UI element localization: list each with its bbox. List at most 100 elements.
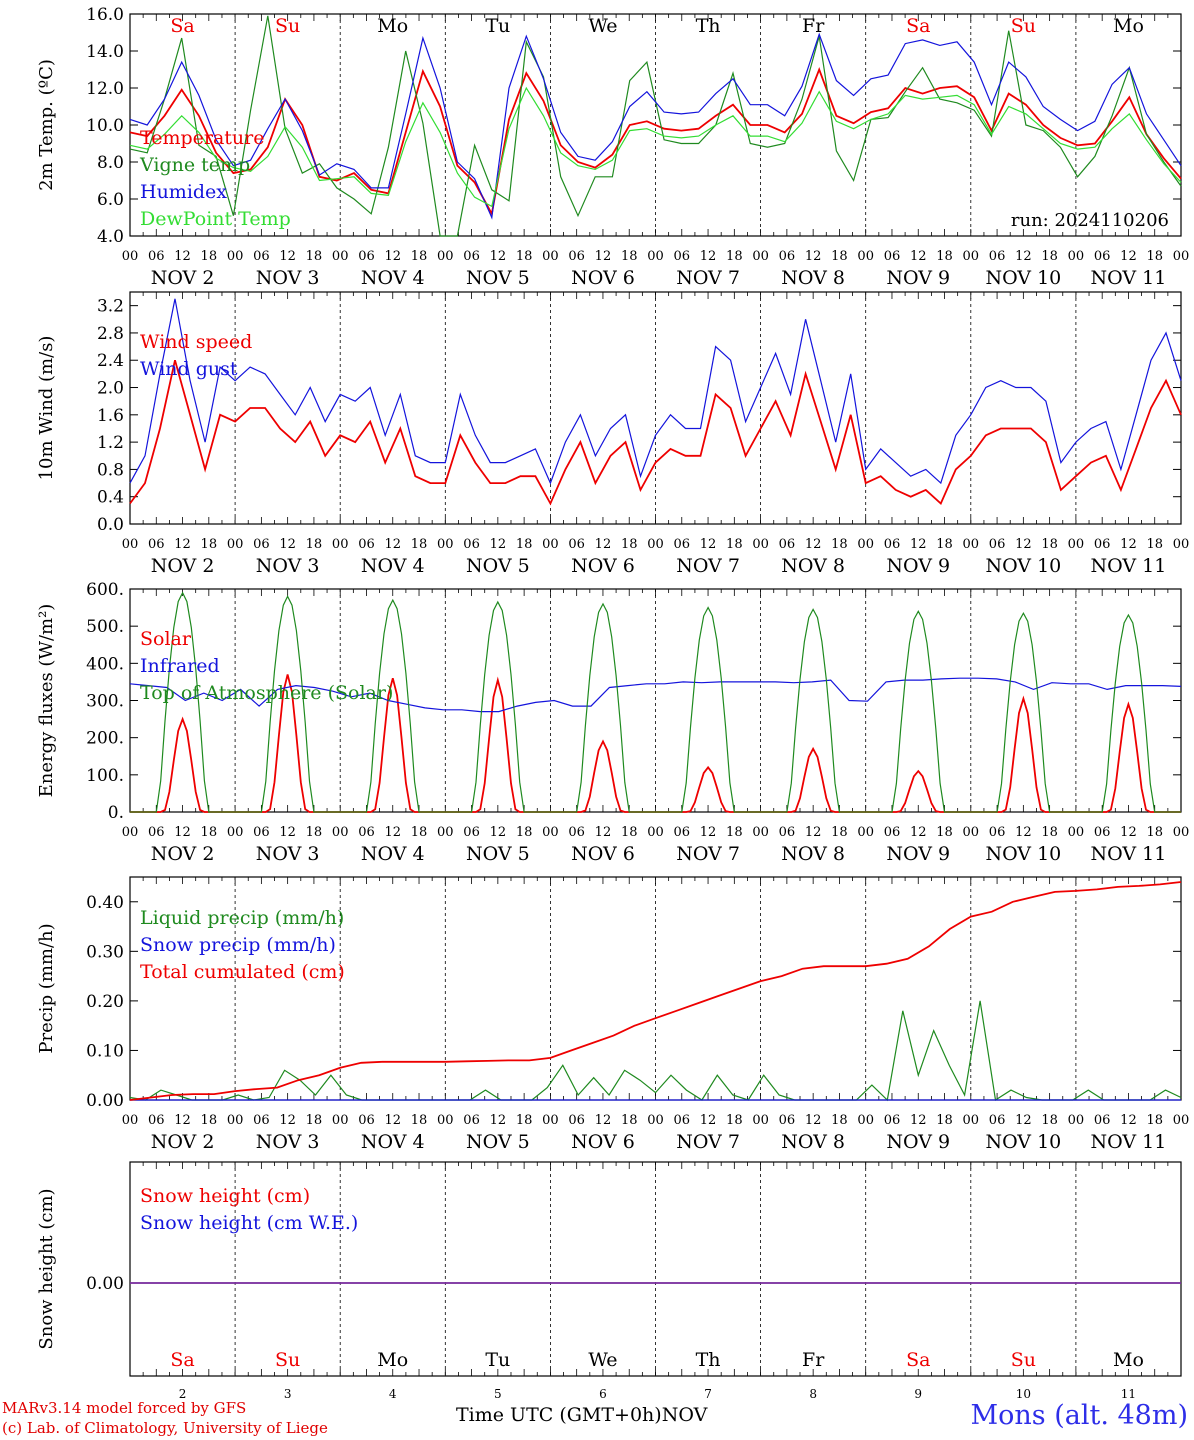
legend-entry: Wind gust — [140, 358, 238, 380]
hour-label: 18 — [1146, 1113, 1163, 1128]
date-label: NOV 8 — [781, 267, 845, 289]
day-letter: Su — [275, 1349, 300, 1371]
hour-label: 00 — [122, 537, 139, 552]
day-letter: Sa — [170, 1349, 194, 1371]
hour-label: 00 — [227, 1113, 244, 1128]
hour-label: 00 — [437, 825, 454, 840]
y-tick-label: 200. — [86, 729, 124, 749]
date-label: NOV 7 — [676, 555, 740, 577]
hour-label: 18 — [516, 249, 533, 264]
hour-label: 12 — [805, 825, 822, 840]
date-label: NOV 5 — [466, 843, 530, 865]
hour-label: 06 — [884, 537, 901, 552]
hour-label: 06 — [989, 825, 1006, 840]
hour-label: 00 — [647, 825, 664, 840]
date-label: NOV 11 — [1091, 843, 1167, 865]
day-letter: Mo — [1113, 15, 1144, 37]
series-line — [129, 15, 1182, 237]
legend-entry: Wind speed — [140, 331, 252, 353]
hour-label: 00 — [963, 249, 980, 264]
date-label: NOV 7 — [676, 843, 740, 865]
hour-label: 06 — [463, 1113, 480, 1128]
hour-label: 12 — [700, 825, 717, 840]
hour-label: 00 — [437, 249, 454, 264]
y-tick-label: 0.10 — [86, 1041, 124, 1061]
date-label: NOV 6 — [571, 1131, 635, 1153]
date-label: NOV 3 — [256, 555, 320, 577]
day-number: 11 — [1121, 1387, 1136, 1401]
day-letter: Sa — [906, 1349, 930, 1371]
hour-label: 06 — [148, 825, 165, 840]
day-letter: Mo — [377, 1349, 408, 1371]
hour-label: 00 — [752, 249, 769, 264]
date-label: NOV 8 — [781, 555, 845, 577]
hour-label: 06 — [358, 825, 375, 840]
hour-label: 06 — [253, 825, 270, 840]
hour-label: 18 — [936, 537, 953, 552]
hour-label: 12 — [700, 1113, 717, 1128]
series-line — [129, 66, 1182, 217]
y-tick-label: 600. — [86, 580, 124, 600]
hour-label: 12 — [279, 537, 296, 552]
hour-label: 00 — [332, 825, 349, 840]
hour-label: 12 — [595, 1113, 612, 1128]
hour-label: 18 — [516, 1113, 533, 1128]
hour-label: 18 — [621, 249, 638, 264]
hour-label: 00 — [1068, 537, 1085, 552]
hour-label: 00 — [227, 825, 244, 840]
y-tick-label: 300. — [86, 692, 124, 712]
hour-label: 18 — [936, 825, 953, 840]
hour-label: 18 — [516, 537, 533, 552]
date-label: NOV 9 — [886, 555, 950, 577]
hour-label: 12 — [910, 537, 927, 552]
y-tick-label: 0.0 — [97, 515, 124, 535]
panel-3 — [129, 588, 1182, 813]
hour-label: 00 — [1068, 249, 1085, 264]
hour-label: 06 — [779, 825, 796, 840]
day-letter: Su — [275, 15, 300, 37]
legend-entry: Humidex — [140, 181, 227, 203]
legend-entry: Temperature — [140, 127, 264, 149]
station-name: Mons (alt. 48m) — [970, 1400, 1188, 1431]
hour-label: 12 — [1120, 1113, 1137, 1128]
hour-label: 06 — [779, 537, 796, 552]
legend-entry: Infrared — [140, 655, 220, 677]
legend-entry: Vigne temp — [139, 154, 250, 176]
hour-label: 12 — [805, 249, 822, 264]
y-tick-label: 4.0 — [97, 227, 124, 247]
date-label: NOV 10 — [985, 843, 1061, 865]
hour-label: 12 — [700, 249, 717, 264]
day-number: 5 — [494, 1387, 502, 1401]
hour-label: 00 — [963, 1113, 980, 1128]
hour-label: 18 — [201, 825, 218, 840]
hour-label: 00 — [1068, 1113, 1085, 1128]
y-tick-label: 2.0 — [97, 379, 124, 399]
hour-label: 06 — [253, 537, 270, 552]
hour-label: 06 — [1094, 249, 1111, 264]
date-label: NOV 3 — [256, 1131, 320, 1153]
y-tick-label: 0.8 — [97, 460, 124, 480]
y-axis-title: Energy fluxes (W/m²) — [36, 604, 57, 798]
date-label: NOV 5 — [466, 267, 530, 289]
panel-1 — [129, 13, 1182, 237]
y-tick-label: 0.20 — [86, 992, 124, 1012]
hour-label: 12 — [174, 1113, 191, 1128]
hour-label: 00 — [1173, 537, 1190, 552]
model-credit: MARv3.14 model forced by GFS — [2, 1399, 247, 1417]
hour-label: 18 — [1146, 249, 1163, 264]
run-annotation: run: 2024110206 — [1011, 210, 1169, 231]
series-line — [129, 359, 1182, 506]
date-label: NOV 2 — [151, 843, 215, 865]
hour-label: 12 — [805, 1113, 822, 1128]
hour-label: 18 — [1041, 825, 1058, 840]
hour-label: 06 — [674, 1113, 691, 1128]
y-tick-label: 2.8 — [97, 324, 124, 344]
hour-label: 00 — [857, 249, 874, 264]
y-tick-label: 10.0 — [86, 116, 124, 136]
hour-label: 06 — [884, 1113, 901, 1128]
hour-label: 06 — [463, 249, 480, 264]
hour-label: 00 — [647, 1113, 664, 1128]
hour-label: 00 — [332, 1113, 349, 1128]
y-tick-label: 14.0 — [86, 42, 124, 62]
y-tick-label: 12.0 — [86, 79, 124, 99]
